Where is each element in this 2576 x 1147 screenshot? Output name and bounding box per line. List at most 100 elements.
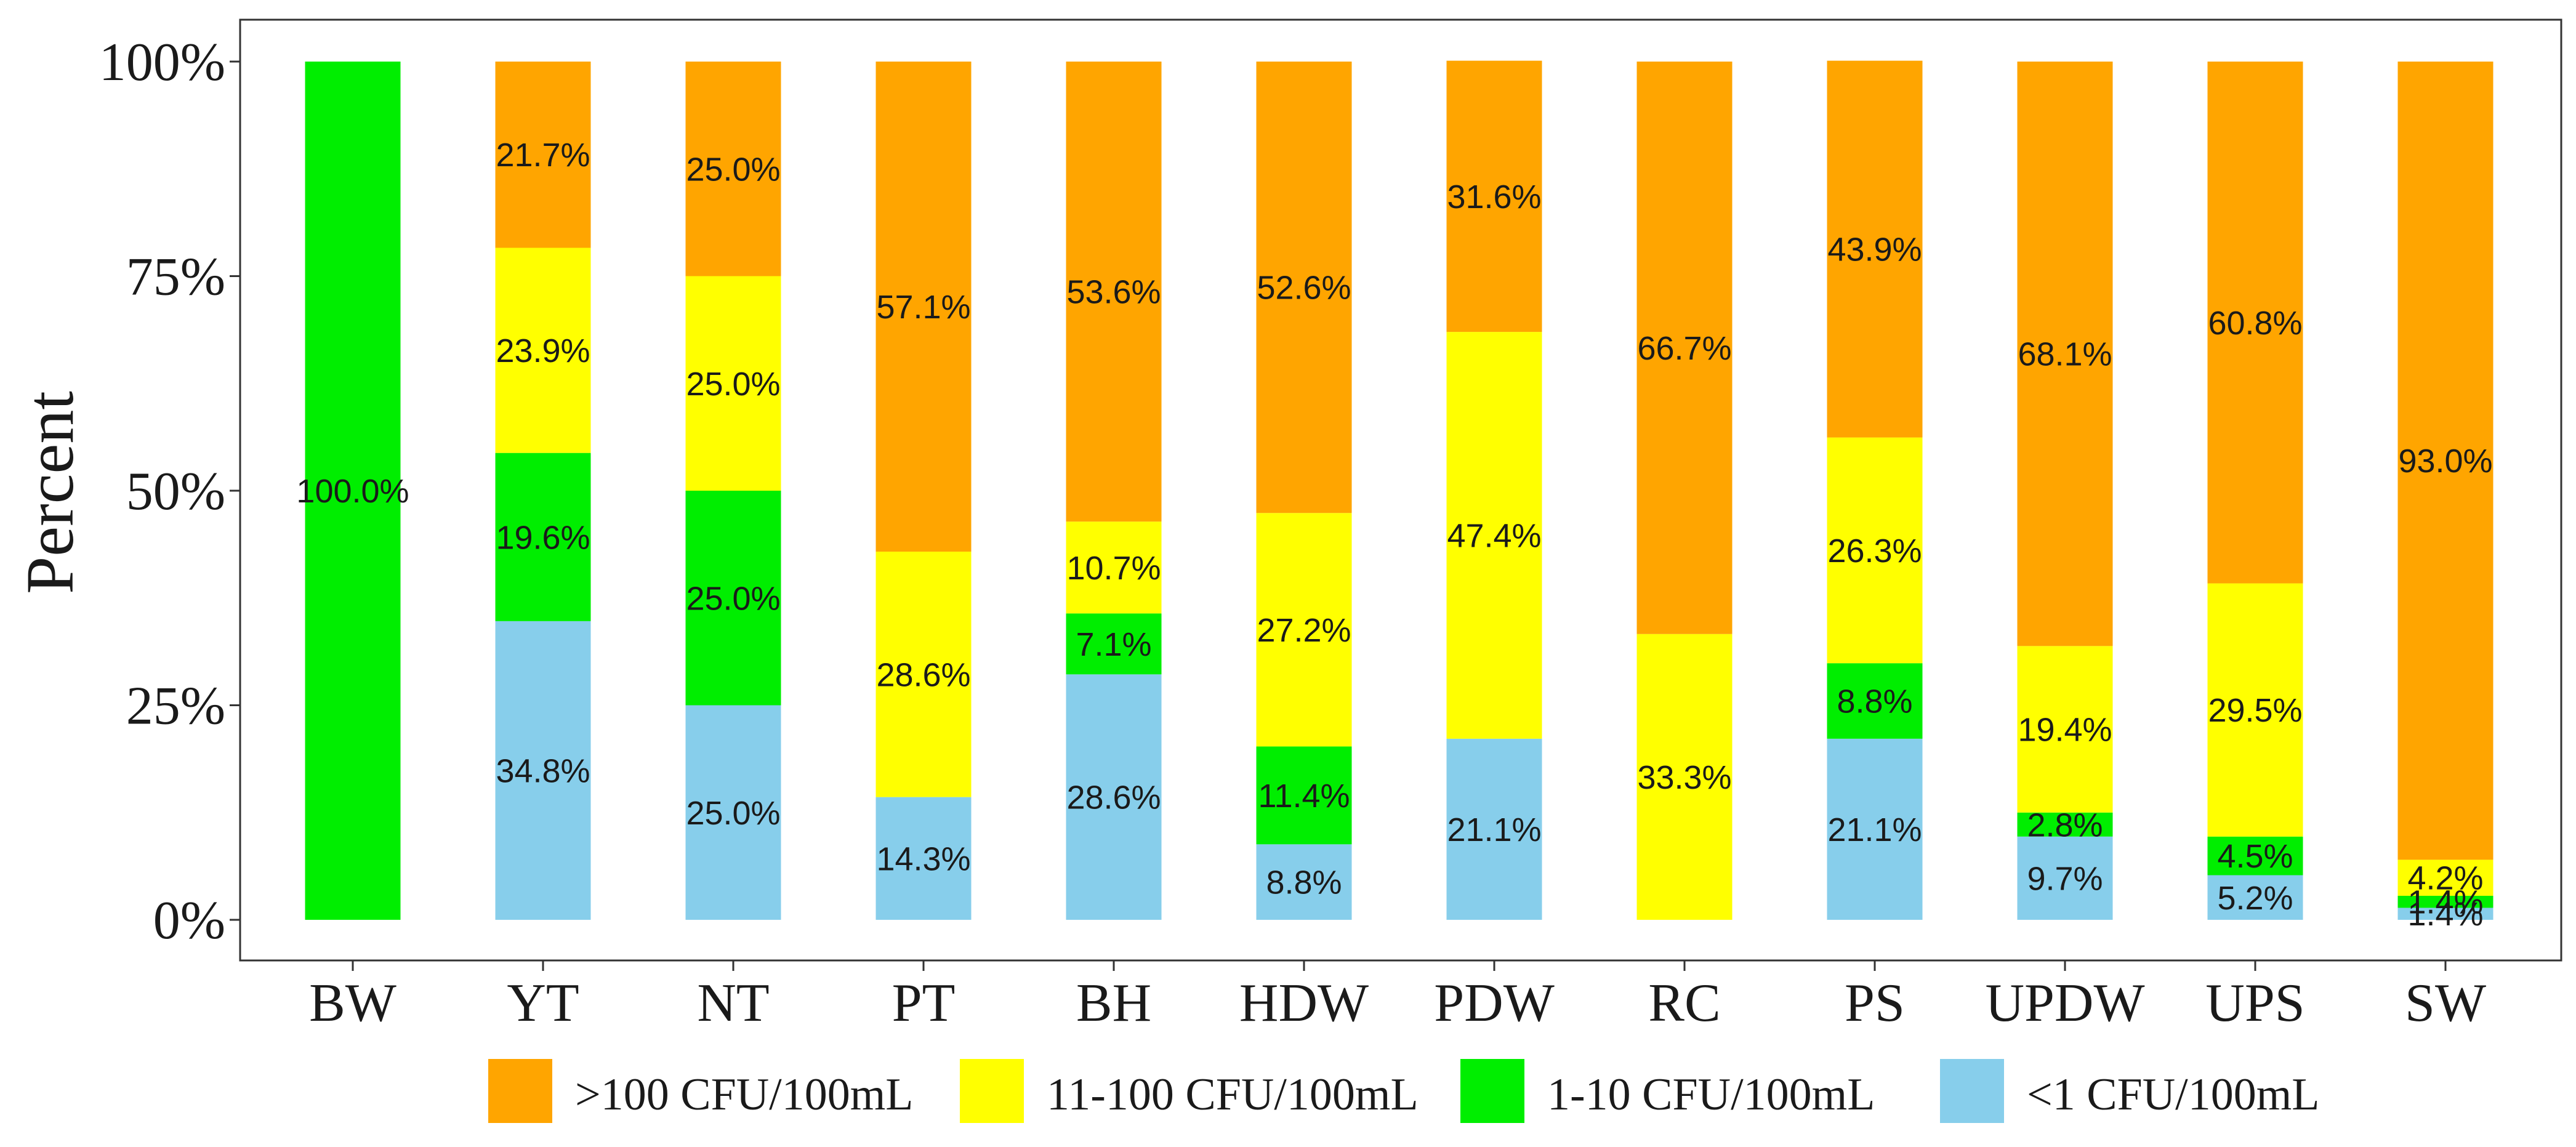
bar-sw-1-10-cfu-100ml [2397, 895, 2493, 908]
y-tick-label: 100% [99, 33, 225, 92]
bar-rc-100-cfu-100ml [1636, 62, 1733, 634]
data-label-bh-1-10-cfu-100ml: 7.1% [1076, 626, 1151, 663]
data-label-rc-100-cfu-100ml: 66.7% [1637, 330, 1731, 367]
data-label-pt-1-cfu-100ml: 14.3% [876, 840, 970, 877]
bar-pt-11-100-cfu-100ml [875, 551, 972, 797]
x-tick-label-updw: UPDW [1985, 973, 2144, 1033]
data-label-pdw-100-cfu-100ml: 31.6% [1447, 179, 1541, 215]
legend-label-100-cfu-100ml: >100 CFU/100mL [575, 1069, 914, 1120]
legend-swatch-100-cfu-100ml [488, 1059, 552, 1123]
data-label-ps-11-100-cfu-100ml: 26.3% [1827, 533, 1922, 569]
data-label-ups-11-100-cfu-100ml: 29.5% [2208, 692, 2302, 729]
x-tick-label-yt: YT [507, 973, 579, 1033]
legend-label-1-10-cfu-100ml: 1-10 CFU/100mL [1547, 1069, 1875, 1120]
bar-yt-1-10-cfu-100ml [495, 453, 591, 621]
data-label-yt-100-cfu-100ml: 21.7% [496, 137, 590, 174]
bar-nt-1-cfu-100ml [685, 705, 781, 920]
data-label-updw-11-100-cfu-100ml: 19.4% [2018, 712, 2112, 749]
data-label-rc-11-100-cfu-100ml: 33.3% [1637, 759, 1731, 796]
y-tick-label: 25% [126, 677, 225, 736]
bar-pt-1-cfu-100ml [875, 797, 972, 920]
data-label-pt-11-100-cfu-100ml: 28.6% [876, 656, 970, 693]
bar-bh-100-cfu-100ml [1066, 62, 1162, 522]
legend: >100 CFU/100mL 11-100 CFU/100mL 1-10 CFU/1… [488, 1059, 2320, 1123]
bar-nt-11-100-cfu-100ml [685, 276, 781, 491]
data-label-ups-1-10-cfu-100ml: 4.5% [2217, 838, 2293, 875]
x-tick-label-pdw: PDW [1434, 973, 1555, 1033]
x-tick-label-bw: BW [309, 973, 396, 1033]
data-label-updw-1-cfu-100ml: 9.7% [2027, 860, 2103, 897]
data-label-updw-1-10-cfu-100ml: 2.8% [2027, 807, 2103, 843]
data-label-nt-1-cfu-100ml: 25.0% [686, 795, 780, 832]
y-tick-label: 75% [126, 248, 225, 307]
bar-pt-100-cfu-100ml [875, 62, 972, 552]
bar-sw-1-cfu-100ml [2397, 908, 2493, 920]
data-label-hdw-1-cfu-100ml: 8.8% [1266, 864, 1342, 901]
data-label-bw-1-10-cfu-100ml: 100.0% [296, 473, 409, 510]
x-tick-label-pt: PT [892, 973, 956, 1033]
data-label-ps-100-cfu-100ml: 43.9% [1827, 231, 1922, 268]
data-label-nt-100-cfu-100ml: 25.0% [686, 151, 780, 188]
data-label-hdw-1-10-cfu-100ml: 11.4% [1258, 778, 1350, 815]
x-axis: BW YT NT PT BH HDW PDW RC PS UPDW UPS SW [309, 960, 2486, 1033]
legend-swatch-1-cfu-100ml [1940, 1059, 2004, 1123]
legend-swatch-1-10-cfu-100ml [1460, 1059, 1524, 1123]
legend-label-11-100-cfu-100ml: 11-100 CFU/100mL [1047, 1069, 1419, 1120]
legend-label-1-cfu-100ml: <1 CFU/100mL [2027, 1069, 2320, 1120]
bar-ups-1-10-cfu-100ml [2207, 836, 2303, 875]
bar-sw-11-100-cfu-100ml [2397, 859, 2493, 896]
bar-nt-100-cfu-100ml [685, 62, 781, 276]
bar-ups-1-cfu-100ml [2207, 875, 2303, 920]
data-label-ps-1-cfu-100ml: 21.1% [1827, 811, 1922, 848]
bar-yt-1-cfu-100ml [495, 621, 591, 920]
data-label-sw-1-10-cfu-100ml: 1.4% [2407, 884, 2483, 921]
bar-pdw-100-cfu-100ml [1446, 60, 1542, 332]
bar-bw-1-10-cfu-100ml [305, 62, 401, 920]
bar-pdw-1-cfu-100ml [1446, 738, 1542, 920]
bar-nt-1-10-cfu-100ml [685, 491, 781, 706]
bar-bh-11-100-cfu-100ml [1066, 521, 1162, 614]
data-label-nt-1-10-cfu-100ml: 25.0% [686, 580, 780, 617]
x-tick-label-rc: RC [1648, 973, 1720, 1033]
data-label-pdw-11-100-cfu-100ml: 47.4% [1447, 517, 1541, 554]
bar-updw-1-cfu-100ml [2017, 836, 2113, 920]
data-label-pt-100-cfu-100ml: 57.1% [876, 289, 970, 326]
bar-rc-11-100-cfu-100ml [1636, 634, 1733, 920]
legend-swatch-11-100-cfu-100ml [960, 1059, 1024, 1123]
bar-ups-100-cfu-100ml [2207, 62, 2303, 584]
x-tick-label-bh: BH [1076, 973, 1151, 1033]
segment-labels: 100.0% 34.8% 19.6% 23.9% 21.7% 25.0% 25.0% 25.0… [296, 137, 2492, 933]
y-tick-label: 50% [126, 462, 225, 521]
bar-hdw-100-cfu-100ml [1256, 62, 1352, 513]
y-axis: 0% 25% 50% 75% 100% [99, 33, 240, 951]
data-label-ups-1-cfu-100ml: 5.2% [2217, 880, 2293, 917]
x-tick-label-sw: SW [2405, 973, 2486, 1033]
bar-bh-1-10-cfu-100ml [1066, 613, 1162, 675]
bars [305, 60, 2493, 920]
bar-ps-1-10-cfu-100ml [1827, 663, 1923, 739]
bar-ps-11-100-cfu-100ml [1827, 437, 1923, 664]
data-label-bh-1-cfu-100ml: 28.6% [1066, 779, 1161, 816]
data-label-nt-11-100-cfu-100ml: 25.0% [686, 366, 780, 403]
data-label-yt-1-10-cfu-100ml: 19.6% [496, 519, 590, 556]
x-tick-label-ups: UPS [2205, 973, 2304, 1033]
data-label-yt-11-100-cfu-100ml: 23.9% [496, 332, 590, 369]
x-tick-label-hdw: HDW [1239, 973, 1369, 1033]
data-label-bh-11-100-cfu-100ml: 10.7% [1066, 550, 1161, 587]
data-label-bh-100-cfu-100ml: 53.6% [1066, 274, 1161, 311]
y-tick-label: 0% [153, 891, 225, 951]
bar-yt-11-100-cfu-100ml [495, 248, 591, 453]
data-label-ups-100-cfu-100ml: 60.8% [2208, 305, 2302, 342]
bar-ps-1-cfu-100ml [1827, 738, 1923, 920]
bar-bh-1-cfu-100ml [1066, 674, 1162, 920]
data-label-sw-100-cfu-100ml: 93.0% [2398, 443, 2492, 480]
y-axis-title: Percent [12, 391, 87, 594]
data-label-hdw-11-100-cfu-100ml: 27.2% [1257, 612, 1351, 649]
bar-pdw-11-100-cfu-100ml [1446, 332, 1542, 739]
x-tick-label-ps: PS [1845, 973, 1905, 1033]
bar-hdw-1-10-cfu-100ml [1256, 746, 1352, 845]
data-label-ps-1-10-cfu-100ml: 8.8% [1837, 683, 1912, 720]
data-label-yt-1-cfu-100ml: 34.8% [496, 752, 590, 789]
bar-yt-100-cfu-100ml [495, 62, 591, 248]
